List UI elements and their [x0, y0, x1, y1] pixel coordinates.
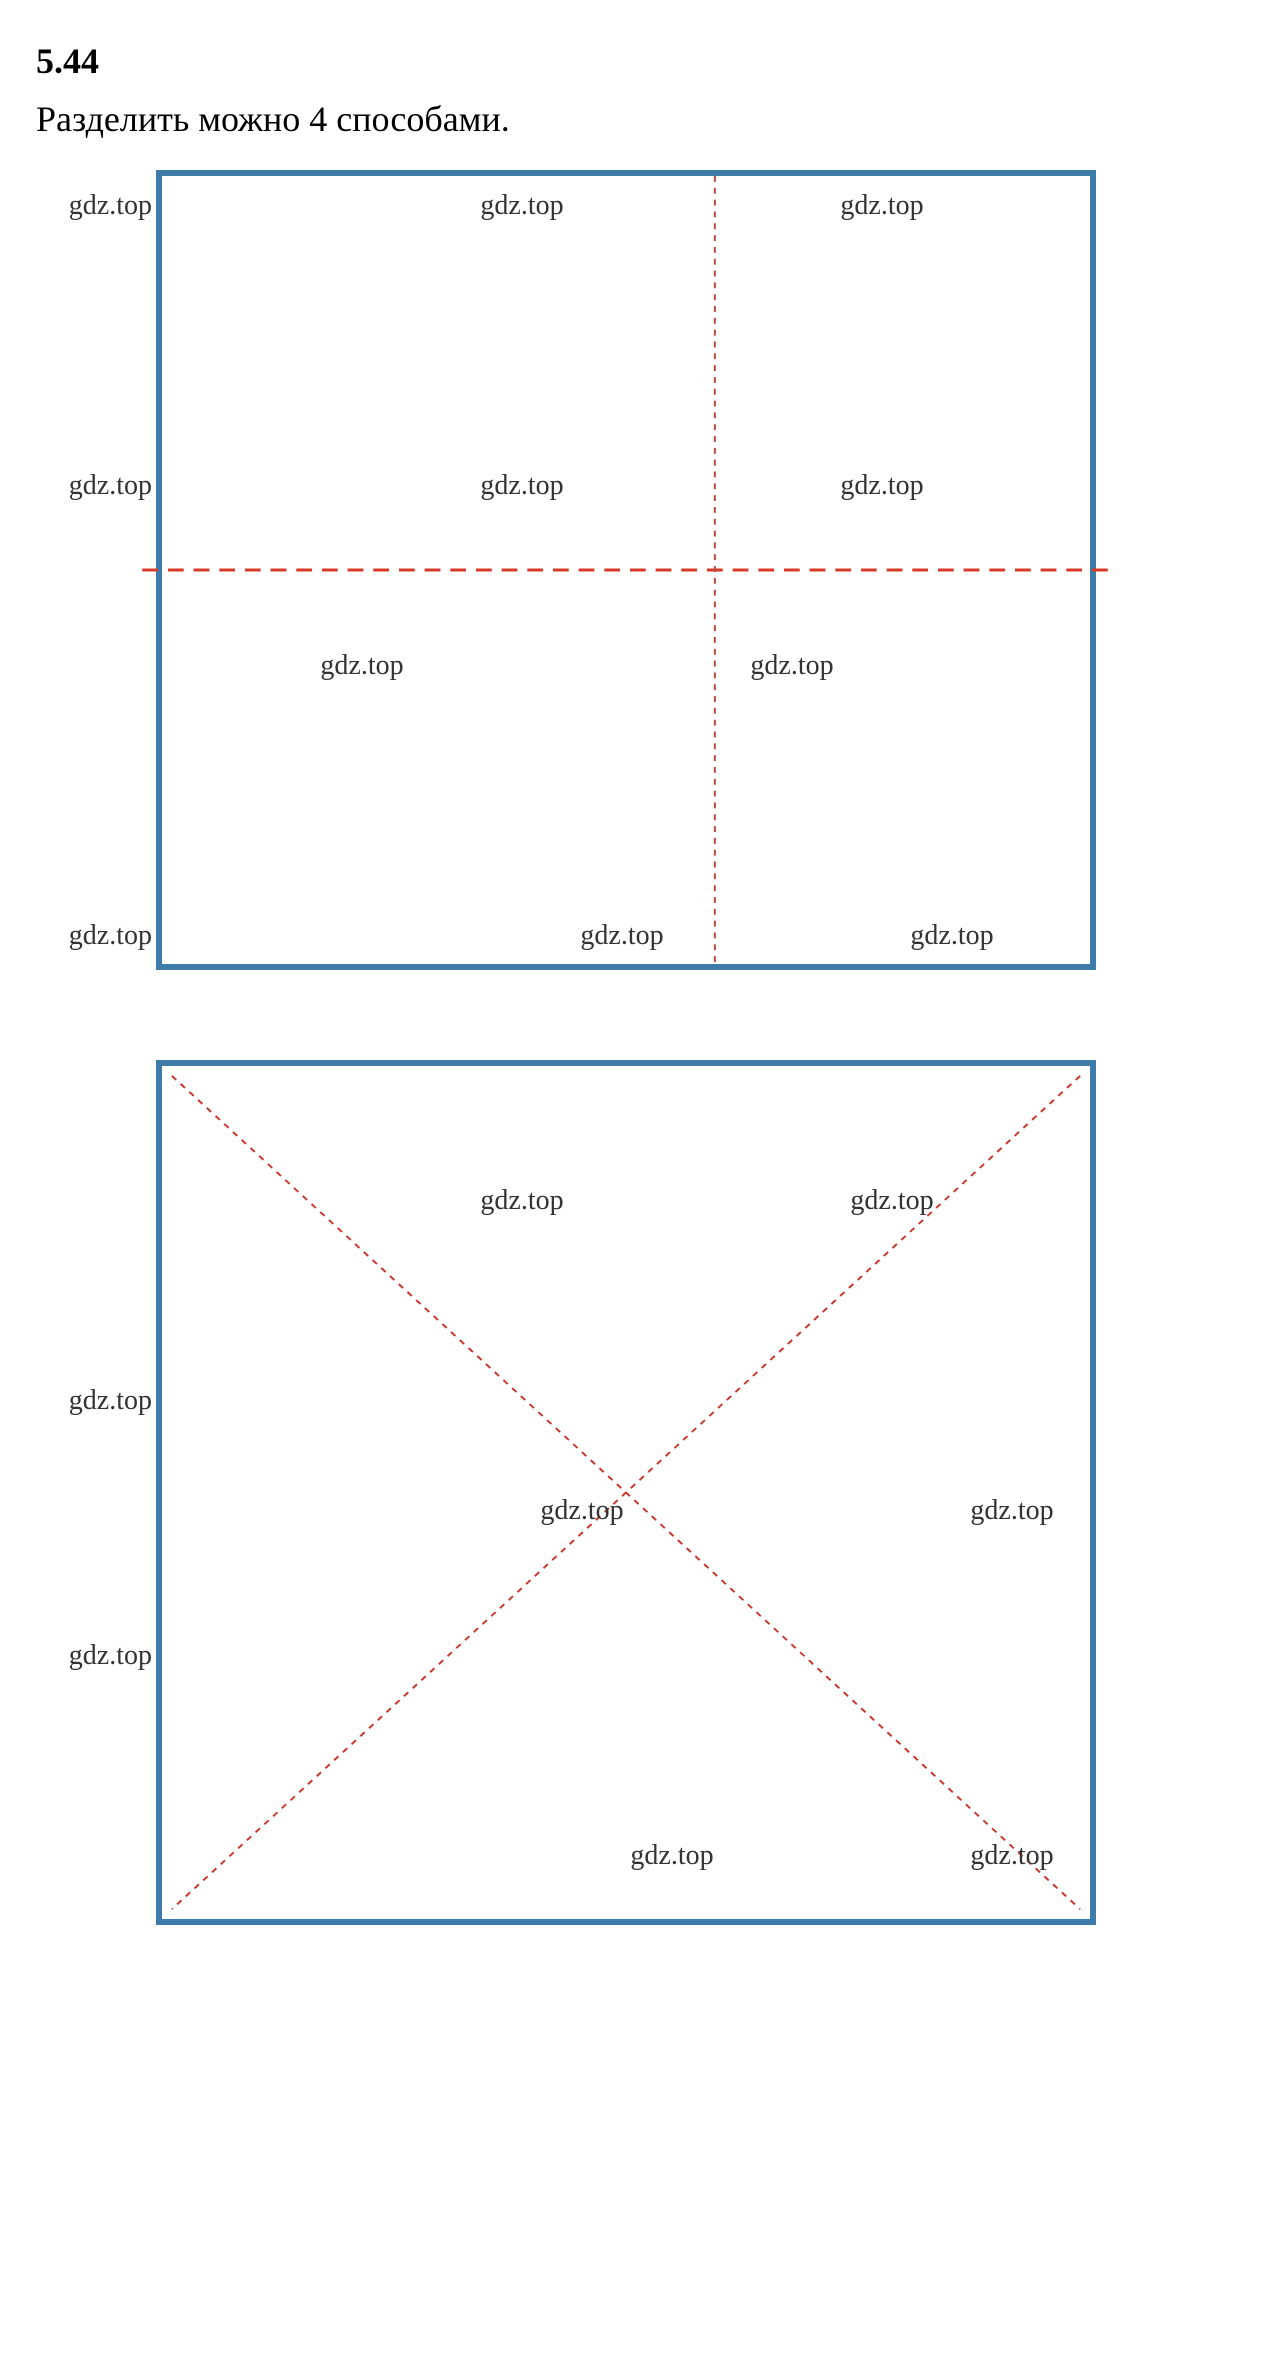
- watermark-label: gdz.top: [69, 920, 152, 952]
- figure-2-lines: [162, 1066, 1090, 1919]
- watermark-label: gdz.top: [69, 1385, 152, 1417]
- watermark-label: gdz.top: [630, 1840, 713, 1872]
- figure-1-wrap: gdz.top gdz.top gdz.top gdz.top gdz.top gdz.t…: [156, 170, 1231, 970]
- watermark-label: gdz.top: [970, 1495, 1053, 1527]
- watermark-label: gdz.top: [480, 470, 563, 502]
- watermark-label: gdz.top: [69, 190, 152, 222]
- exercise-number: 5.44: [36, 40, 1231, 82]
- watermark-label: gdz.top: [320, 650, 403, 682]
- exercise-description: Разделить можно 4 способами.: [36, 98, 1231, 140]
- figure-1-square: gdz.top gdz.top gdz.top gdz.top gdz.top gdz.t…: [156, 170, 1096, 970]
- watermark-label: gdz.top: [480, 1185, 563, 1217]
- watermark-label: gdz.top: [69, 470, 152, 502]
- watermark-label: gdz.top: [840, 470, 923, 502]
- watermark-label: gdz.top: [540, 1495, 623, 1527]
- figure-1-lines: [162, 176, 1090, 964]
- watermark-label: gdz.top: [970, 1840, 1053, 1872]
- watermark-label: gdz.top: [480, 190, 563, 222]
- watermark-label: gdz.top: [580, 920, 663, 952]
- watermark-label: gdz.top: [750, 650, 833, 682]
- figure-2-wrap: gdz.top gdz.top gdz.top gdz.top gdz.top gdz.t…: [156, 1060, 1231, 1925]
- watermark-label: gdz.top: [850, 1185, 933, 1217]
- figure-2-square: gdz.top gdz.top gdz.top gdz.top gdz.top gdz.t…: [156, 1060, 1096, 1925]
- watermark-label: gdz.top: [840, 190, 923, 222]
- watermark-label: gdz.top: [69, 1640, 152, 1672]
- watermark-label: gdz.top: [910, 920, 993, 952]
